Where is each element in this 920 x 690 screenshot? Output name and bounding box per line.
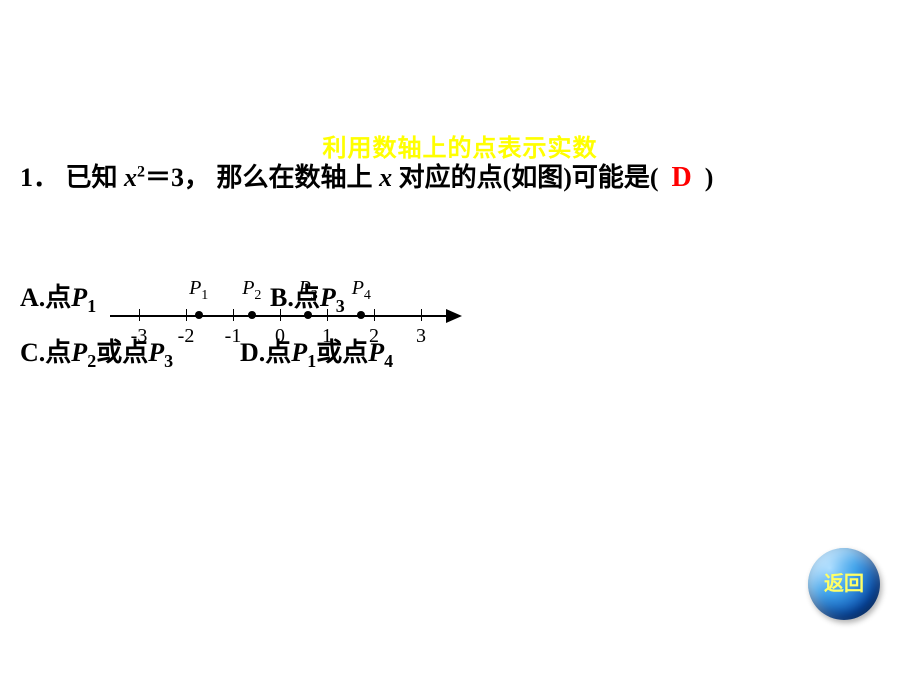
tick (186, 309, 187, 321)
tick (421, 309, 422, 321)
tick-label: -2 (178, 325, 195, 348)
return-button[interactable]: 返回 (808, 548, 880, 620)
question-text: 1． 已知 x2＝3， 那么在数轴上 x 对应的点(如图)可能是( D ) (20, 157, 713, 194)
point-dot (195, 311, 203, 319)
option-a-label: A. (20, 283, 45, 312)
tick-label: 2 (369, 325, 379, 348)
tick-label: 3 (416, 325, 426, 348)
point-label: P2 (242, 277, 261, 304)
tick (374, 309, 375, 321)
point-dot (357, 311, 365, 319)
option-c-label: C. (20, 338, 45, 367)
point-dot (248, 311, 256, 319)
option-c-pre: 点 (45, 338, 71, 367)
answer-letter: D (672, 162, 692, 193)
tick-label: -1 (225, 325, 242, 348)
option-c-sub1: 2 (87, 351, 96, 371)
numberline-figure: -3 -2 -1 0 1 2 3 P1 P2 P3 P4 (110, 275, 470, 365)
slide: 利用数轴上的点表示实数 1． 已知 x2＝3， 那么在数轴上 x 对应的点(如图… (0, 0, 920, 690)
exponent: 2 (137, 163, 145, 180)
tick-label: 0 (275, 325, 285, 348)
var-x-2: x (379, 163, 392, 192)
point-dot (304, 311, 312, 319)
tick (139, 309, 140, 321)
question-prefix: 已知 (66, 163, 118, 192)
point-label: P4 (352, 277, 371, 304)
tick (280, 309, 281, 321)
option-a: A.点P1 (20, 277, 96, 317)
question-number: 1． (20, 163, 59, 192)
tick-label: 1 (322, 325, 332, 348)
point-label: P1 (189, 277, 208, 304)
question-middle: 那么在数轴上 (217, 163, 373, 192)
tick (233, 309, 234, 321)
question-close: ) (705, 163, 714, 192)
option-c-p1: P (71, 338, 87, 367)
arrowhead-icon (446, 305, 468, 327)
option-a-sub: 1 (87, 296, 96, 316)
tick (327, 309, 328, 321)
question-suffix: 对应的点(如图)可能是( (399, 163, 659, 192)
option-a-pre: 点 (45, 283, 71, 312)
var-x-1: x (124, 163, 137, 192)
tick-label: -3 (131, 325, 148, 348)
option-a-p: P (71, 283, 87, 312)
eq-rhs: ＝3， (145, 163, 210, 192)
point-label: P3 (299, 277, 318, 304)
